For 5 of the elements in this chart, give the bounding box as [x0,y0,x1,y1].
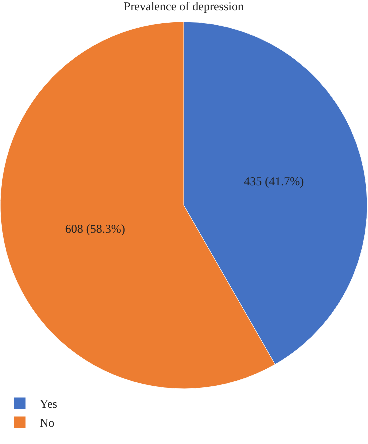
chart-title: Prevalence of depression [124,0,244,14]
legend-label: Yes [40,397,58,412]
data-label: 435 (41.7%) [244,174,304,188]
data-label: 608 (58.3%) [65,222,126,236]
legend-label: No [40,416,55,430]
